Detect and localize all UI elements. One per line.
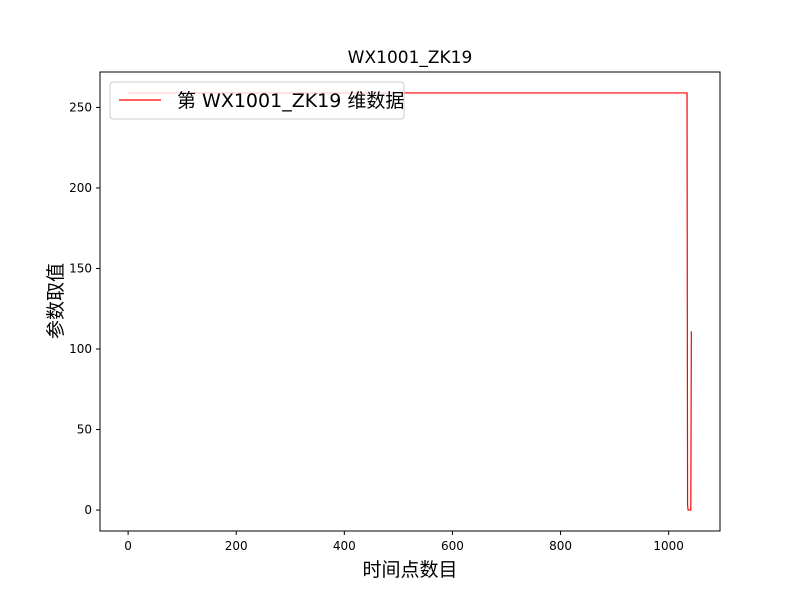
legend-frame: [109, 81, 405, 120]
x-tick-label: 400: [333, 539, 356, 553]
y-tick-label: 200: [69, 181, 92, 195]
x-tick-label: 800: [549, 539, 572, 553]
y-axis-label: 参数取值: [45, 263, 67, 339]
y-tick-label: 250: [69, 100, 92, 114]
y-tick-label: 50: [77, 423, 92, 437]
x-axis: 0 200 400 600 800 1000: [124, 531, 684, 553]
x-axis-label: 时间点数目: [362, 559, 457, 581]
x-tick-label: 200: [225, 539, 248, 553]
series-line-0: [128, 92, 692, 511]
x-tick-label: 1000: [653, 539, 684, 553]
y-tick-label: 100: [69, 342, 92, 356]
y-tick-label: 150: [69, 261, 92, 275]
y-tick-label: 0: [84, 503, 92, 517]
plot-area: [99, 71, 721, 532]
x-tick-label: 0: [124, 539, 132, 553]
y-axis: 0 50 100 150 200 250: [69, 100, 100, 517]
chart-title: WX1001_ZK19: [348, 48, 473, 68]
axes-frame: [99, 71, 721, 532]
x-tick-label: 600: [441, 539, 464, 553]
legend-label: 第 WX1001_ZK19 维数据: [177, 90, 404, 112]
legend: 第 WX1001_ZK19 维数据: [109, 81, 405, 120]
